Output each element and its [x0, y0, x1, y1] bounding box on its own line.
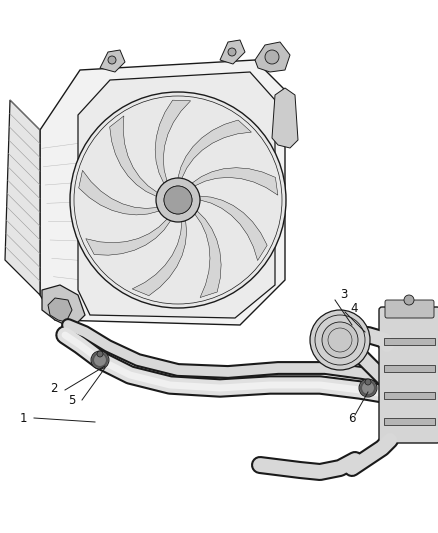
Circle shape — [108, 56, 116, 64]
Polygon shape — [110, 116, 157, 196]
Polygon shape — [155, 100, 191, 183]
FancyBboxPatch shape — [385, 300, 434, 318]
Circle shape — [156, 178, 200, 222]
Bar — [384, 392, 435, 399]
Polygon shape — [79, 171, 159, 215]
Polygon shape — [100, 50, 125, 72]
Circle shape — [164, 186, 192, 214]
Circle shape — [359, 379, 377, 397]
Circle shape — [322, 322, 358, 358]
Circle shape — [265, 50, 279, 64]
Polygon shape — [132, 221, 187, 296]
Text: 1: 1 — [20, 411, 28, 424]
Circle shape — [91, 351, 109, 369]
Circle shape — [228, 48, 236, 56]
Text: 6: 6 — [348, 411, 356, 424]
Bar — [384, 418, 435, 425]
Text: 5: 5 — [68, 393, 75, 407]
Polygon shape — [220, 40, 245, 64]
Polygon shape — [255, 42, 290, 72]
Polygon shape — [272, 88, 298, 148]
Circle shape — [70, 92, 286, 308]
Circle shape — [97, 351, 103, 357]
Bar — [384, 365, 435, 372]
Polygon shape — [42, 285, 85, 328]
Text: 4: 4 — [350, 302, 357, 314]
Polygon shape — [86, 219, 170, 255]
Polygon shape — [178, 120, 251, 179]
Polygon shape — [195, 211, 221, 297]
Polygon shape — [192, 168, 278, 195]
Circle shape — [310, 310, 370, 370]
Polygon shape — [40, 60, 285, 325]
Polygon shape — [5, 100, 40, 295]
Polygon shape — [78, 72, 275, 318]
Polygon shape — [48, 298, 72, 322]
Circle shape — [164, 186, 192, 214]
Polygon shape — [200, 196, 267, 261]
Text: 3: 3 — [340, 288, 347, 302]
Circle shape — [365, 379, 371, 385]
FancyBboxPatch shape — [379, 307, 438, 443]
Bar — [384, 338, 435, 345]
Text: 2: 2 — [50, 382, 57, 394]
Circle shape — [404, 295, 414, 305]
